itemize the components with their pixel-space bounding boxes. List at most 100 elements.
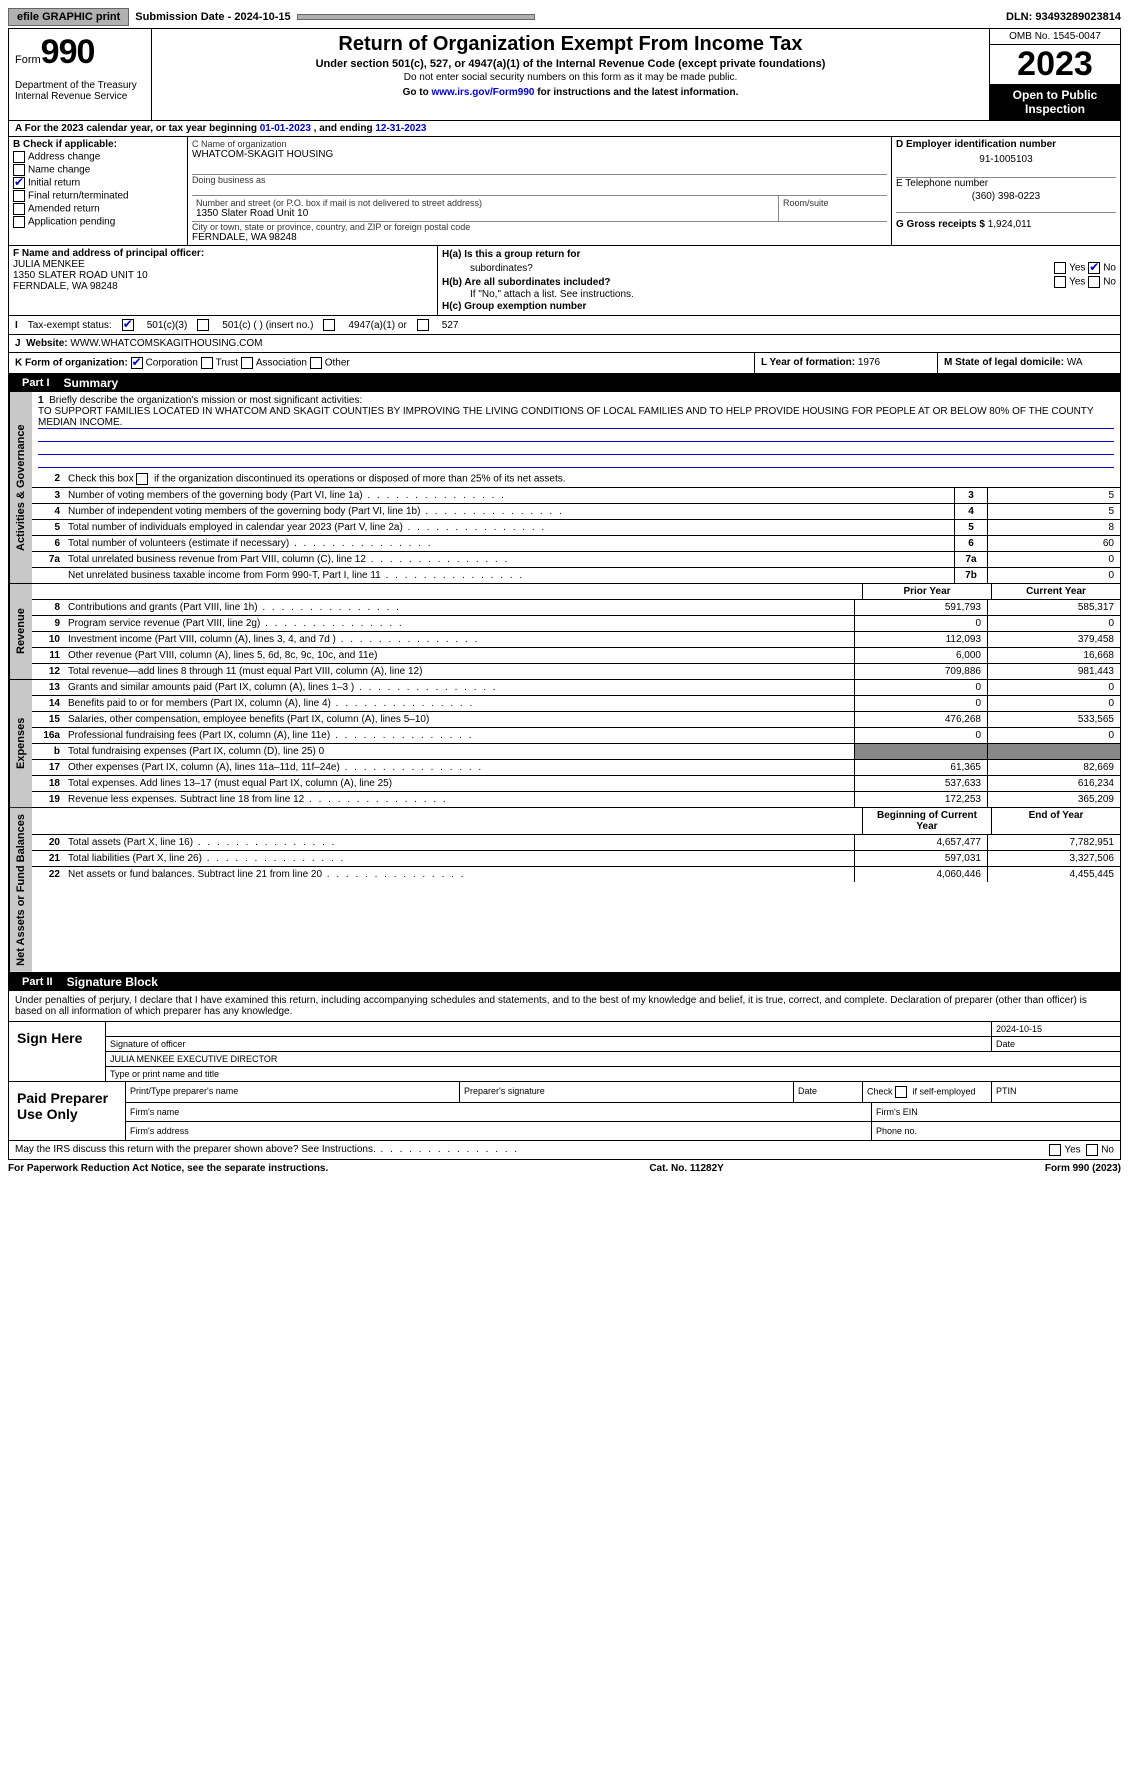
line-16b-py	[854, 744, 987, 759]
firm-ein-lbl: Firm's EIN	[872, 1103, 1120, 1121]
line-4-text: Number of independent voting members of …	[64, 504, 954, 519]
city-value: FERNDALE, WA 98248	[192, 232, 887, 243]
instructions-link-row: Go to www.irs.gov/Form990 for instructio…	[162, 87, 979, 98]
line-6-val: 60	[987, 536, 1120, 551]
j-label: Website:	[26, 338, 68, 349]
phone-lbl: Phone no.	[872, 1122, 1120, 1140]
irs-link[interactable]: www.irs.gov/Form990	[431, 87, 534, 98]
cb-501c[interactable]	[197, 319, 209, 331]
self-employed: Check if self-employed	[863, 1082, 992, 1102]
dln: DLN: 93493289023814	[1006, 11, 1121, 23]
form-word: Form	[15, 54, 41, 66]
line-14-cy: 0	[987, 696, 1120, 711]
cb-final-return[interactable]: Final return/terminated	[13, 190, 183, 202]
line-7b-text: Net unrelated business taxable income fr…	[64, 568, 954, 583]
line-11-cy: 16,668	[987, 648, 1120, 663]
line-2: Check this box if the organization disco…	[64, 471, 1120, 487]
officer-name-title: JULIA MENKEE EXECUTIVE DIRECTOR	[106, 1052, 1120, 1066]
line-5-val: 8	[987, 520, 1120, 535]
b-title: B Check if applicable:	[13, 139, 183, 150]
line-11-text: Other revenue (Part VIII, column (A), li…	[64, 648, 854, 663]
officer-name: JULIA MENKEE	[13, 259, 433, 270]
cb-501c3[interactable]	[122, 319, 134, 331]
paperwork-notice: For Paperwork Reduction Act Notice, see …	[8, 1163, 328, 1174]
hb-no[interactable]	[1088, 276, 1100, 288]
website-url: WWW.WHATCOMSKAGITHOUSING.COM	[70, 338, 262, 349]
line-17-py: 61,365	[854, 760, 987, 775]
org-name: WHATCOM-SKAGIT HOUSING	[192, 149, 887, 160]
ha-no[interactable]	[1088, 262, 1100, 274]
cat-no: Cat. No. 11282Y	[649, 1163, 723, 1174]
cb-trust[interactable]	[201, 357, 213, 369]
line-3-val: 5	[987, 488, 1120, 503]
cb-amended-return[interactable]: Amended return	[13, 203, 183, 215]
dba-value	[192, 185, 887, 195]
prep-name-lbl: Print/Type preparer's name	[126, 1082, 460, 1102]
f-label: F Name and address of principal officer:	[13, 248, 433, 259]
cb-discontinued[interactable]	[136, 473, 148, 485]
discuss-yes[interactable]	[1049, 1144, 1061, 1156]
ssn-warning: Do not enter social security numbers on …	[162, 72, 979, 83]
cb-4947[interactable]	[323, 319, 335, 331]
line-6-text: Total number of volunteers (estimate if …	[64, 536, 954, 551]
c-name-label: C Name of organization	[192, 139, 887, 149]
form-title: Return of Organization Exempt From Incom…	[162, 33, 979, 56]
dept-label: Department of the Treasury Internal Reve…	[15, 80, 145, 102]
city-label: City or town, state or province, country…	[192, 222, 887, 232]
footer: For Paperwork Reduction Act Notice, see …	[8, 1160, 1121, 1177]
declaration: Under penalties of perjury, I declare th…	[8, 991, 1121, 1022]
block-bcd: B Check if applicable: Address change Na…	[8, 137, 1121, 246]
cb-address-change[interactable]: Address change	[13, 151, 183, 163]
dba-label: Doing business as	[192, 175, 887, 185]
row-i: ITax-exempt status: 501(c)(3) 501(c) ( )…	[8, 316, 1121, 335]
cb-527[interactable]	[417, 319, 429, 331]
activities-governance: Activities & Governance 1 Briefly descri…	[8, 392, 1121, 584]
efile-print-button[interactable]: efile GRAPHIC print	[8, 8, 129, 26]
l-label: L Year of formation:	[761, 357, 858, 368]
line-21-bcy: 597,031	[854, 851, 987, 866]
sig-officer-label: Signature of officer	[106, 1037, 992, 1051]
cb-assoc[interactable]	[241, 357, 253, 369]
public-inspection: Open to Public Inspection	[990, 84, 1120, 120]
current-year-hdr: Current Year	[991, 584, 1120, 599]
cb-self-employed[interactable]	[895, 1086, 907, 1098]
hb-yes[interactable]	[1054, 276, 1066, 288]
ha-yes[interactable]	[1054, 262, 1066, 274]
ha-label: H(a) Is this a group return for	[442, 249, 580, 260]
cb-other[interactable]	[310, 357, 322, 369]
line-22-eoy: 4,455,445	[987, 867, 1120, 882]
line-12-cy: 981,443	[987, 664, 1120, 679]
line-19-text: Revenue less expenses. Subtract line 18 …	[64, 792, 854, 807]
line-9-cy: 0	[987, 616, 1120, 631]
line-20-bcy: 4,657,477	[854, 835, 987, 850]
line-16b-text: Total fundraising expenses (Part IX, col…	[64, 744, 854, 759]
line-21-text: Total liabilities (Part X, line 26)	[64, 851, 854, 866]
line-20-eoy: 7,782,951	[987, 835, 1120, 850]
line-12-text: Total revenue—add lines 8 through 11 (mu…	[64, 664, 854, 679]
sign-here-label: Sign Here	[9, 1022, 106, 1081]
cb-corp[interactable]	[131, 357, 143, 369]
cb-initial-return[interactable]: Initial return	[13, 177, 183, 189]
line-14-text: Benefits paid to or for members (Part IX…	[64, 696, 854, 711]
cb-application-pending[interactable]: Application pending	[13, 216, 183, 228]
discuss-no[interactable]	[1086, 1144, 1098, 1156]
line-13-py: 0	[854, 680, 987, 695]
d-label: D Employer identification number	[896, 139, 1116, 150]
bcy-hdr: Beginning of Current Year	[862, 808, 991, 834]
line-8-text: Contributions and grants (Part VIII, lin…	[64, 600, 854, 615]
line-16a-cy: 0	[987, 728, 1120, 743]
line-19-py: 172,253	[854, 792, 987, 807]
omb-number: OMB No. 1545-0047	[990, 29, 1120, 45]
expenses-section: Expenses 13Grants and similar amounts pa…	[8, 680, 1121, 808]
cb-name-change[interactable]: Name change	[13, 164, 183, 176]
top-toolbar: efile GRAPHIC print Submission Date - 20…	[8, 8, 1121, 26]
line-9-py: 0	[854, 616, 987, 631]
form-number: 990	[41, 33, 95, 71]
state-domicile: WA	[1067, 357, 1083, 368]
officer-addr2: FERNDALE, WA 98248	[13, 281, 433, 292]
ptin-lbl: PTIN	[992, 1082, 1120, 1102]
form-ref: Form 990 (2023)	[1045, 1163, 1121, 1174]
i-label: Tax-exempt status:	[28, 320, 112, 331]
line-4-val: 5	[987, 504, 1120, 519]
paid-preparer-label: Paid Preparer Use Only	[9, 1082, 126, 1140]
